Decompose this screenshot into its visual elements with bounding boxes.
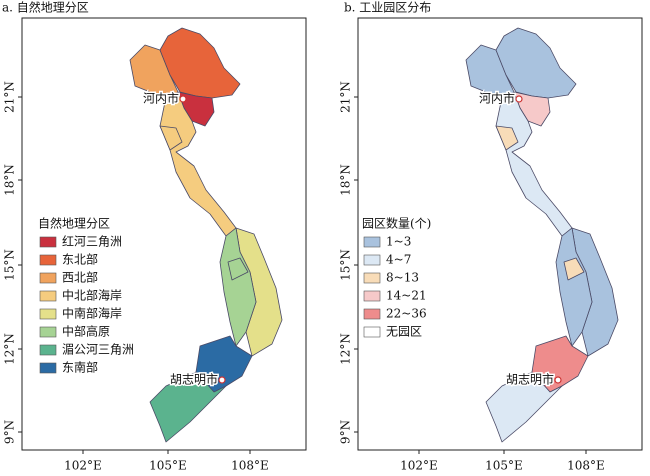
- region: [159, 27, 241, 99]
- legend-swatch: [363, 272, 381, 284]
- legend-swatch: [39, 326, 57, 338]
- legend-swatch: [363, 308, 381, 320]
- legend-swatch: [39, 236, 57, 248]
- lon-tick-label: 105°E: [485, 459, 523, 473]
- region: [159, 91, 237, 237]
- panel-title: a. 自然地理分区: [2, 0, 89, 15]
- legend-swatch: [363, 290, 381, 302]
- region: [219, 227, 257, 347]
- legend-swatch: [39, 290, 57, 302]
- legend-label: 22~36: [386, 307, 427, 321]
- legend-swatch: [39, 362, 57, 374]
- region: [563, 257, 585, 281]
- legend-label: 中北部海岸: [62, 288, 122, 303]
- legend-label: 1~3: [386, 235, 411, 249]
- lat-tick-label: 18°N: [339, 164, 353, 196]
- legend-label: 东南部: [62, 360, 98, 375]
- legend-label: 8~13: [386, 271, 419, 285]
- lat-tick-label: 12°N: [339, 333, 353, 365]
- legend-swatch: [363, 254, 381, 266]
- map-panel: b. 工业园区分布 21°N 18°N 15°N 12°N 9°N 102°E 105°E 10…: [339, 1, 643, 473]
- legend-swatch: [39, 344, 57, 356]
- region: [149, 371, 227, 443]
- city-label: 河内市: [479, 91, 515, 106]
- lon-tick-label: 108°E: [231, 459, 269, 473]
- lat-tick-label: 18°N: [3, 164, 17, 196]
- region: [485, 371, 563, 443]
- city-label: 胡志明市: [506, 372, 554, 387]
- legend-label: 东北部: [62, 252, 98, 267]
- lat-tick-label: 15°N: [339, 249, 353, 281]
- lon-tick-label: 108°E: [567, 459, 605, 473]
- region: [159, 125, 183, 151]
- legend-title: 自然地理分区: [38, 216, 110, 231]
- lat-tick-label: 9°N: [339, 420, 353, 444]
- legend-swatch: [39, 254, 57, 266]
- legend-swatch: [363, 326, 381, 338]
- lat-tick-label: 21°N: [339, 81, 353, 113]
- lat-tick-label: 12°N: [3, 333, 17, 365]
- lon-tick-label: 105°E: [149, 459, 187, 473]
- legend-title: 园区数量(个): [362, 216, 431, 231]
- city-marker: [515, 95, 523, 103]
- region: [495, 125, 519, 151]
- lon-tick-label: 102°E: [400, 459, 438, 473]
- city-label: 河内市: [143, 91, 179, 106]
- legend-label: 湄公河三角洲: [62, 343, 134, 357]
- region: [555, 227, 593, 347]
- legend-label: 中部高原: [62, 324, 110, 339]
- map-panel: a. 自然地理分区 21°N 18°N 15°N 12°N 9°N 102°E 105°E 10…: [2, 0, 307, 473]
- legend-swatch: [39, 308, 57, 320]
- panel-title: b. 工业园区分布: [344, 1, 431, 15]
- lon-tick-label: 102°E: [64, 459, 102, 473]
- legend-label: 无园区: [386, 325, 422, 339]
- city-marker: [554, 376, 562, 384]
- legend-label: 西北部: [62, 270, 98, 285]
- lat-tick-label: 9°N: [3, 420, 17, 444]
- region: [495, 27, 577, 99]
- lat-tick-label: 15°N: [3, 249, 17, 281]
- legend-label: 红河三角洲: [62, 234, 122, 249]
- legend-label: 14~21: [386, 289, 427, 303]
- lat-tick-label: 21°N: [3, 81, 17, 113]
- map-frame: [21, 17, 307, 451]
- region: [227, 257, 249, 281]
- region: [495, 91, 573, 237]
- city-marker: [218, 376, 226, 384]
- legend-swatch: [363, 236, 381, 248]
- city-marker: [179, 95, 187, 103]
- city-label: 胡志明市: [170, 372, 218, 387]
- legend-label: 4~7: [386, 253, 411, 267]
- legend-swatch: [39, 272, 57, 284]
- legend-label: 中南部海岸: [62, 306, 122, 321]
- map-frame: [357, 17, 643, 451]
